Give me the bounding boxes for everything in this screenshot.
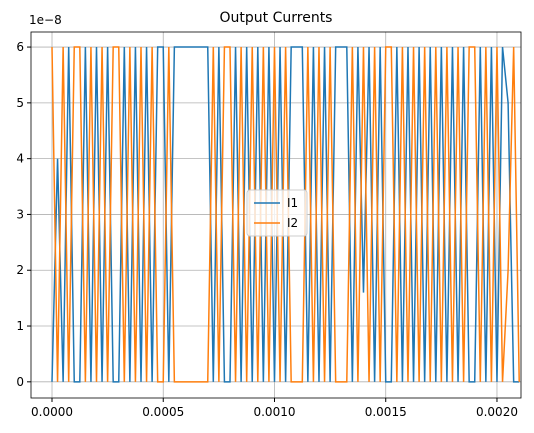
- x-tick-label: 0.0020: [476, 405, 518, 419]
- y-tick-label: 4: [16, 152, 24, 166]
- legend-label: I2: [287, 216, 298, 230]
- chart-title: Output Currents: [220, 10, 333, 26]
- x-tick-label: 0.0005: [142, 405, 184, 419]
- y-tick-label: 3: [16, 207, 24, 221]
- y-tick-label: 0: [16, 375, 24, 389]
- x-tick-label: 0.0015: [365, 405, 407, 419]
- x-tick-label: 0.0000: [31, 405, 73, 419]
- plot-frame: [30, 31, 522, 399]
- y-tick-label: 5: [16, 96, 24, 110]
- offset-label: 1e−8: [29, 13, 62, 27]
- y-tick-label: 2: [16, 263, 24, 277]
- line-series: [51, 46, 520, 383]
- y-tick-label: 6: [16, 40, 24, 54]
- legend-label: I1: [287, 196, 298, 210]
- line-series: [51, 46, 520, 383]
- y-tick-label: 1: [16, 319, 24, 333]
- legend-box: [246, 189, 308, 237]
- x-tick-label: 0.0010: [253, 405, 295, 419]
